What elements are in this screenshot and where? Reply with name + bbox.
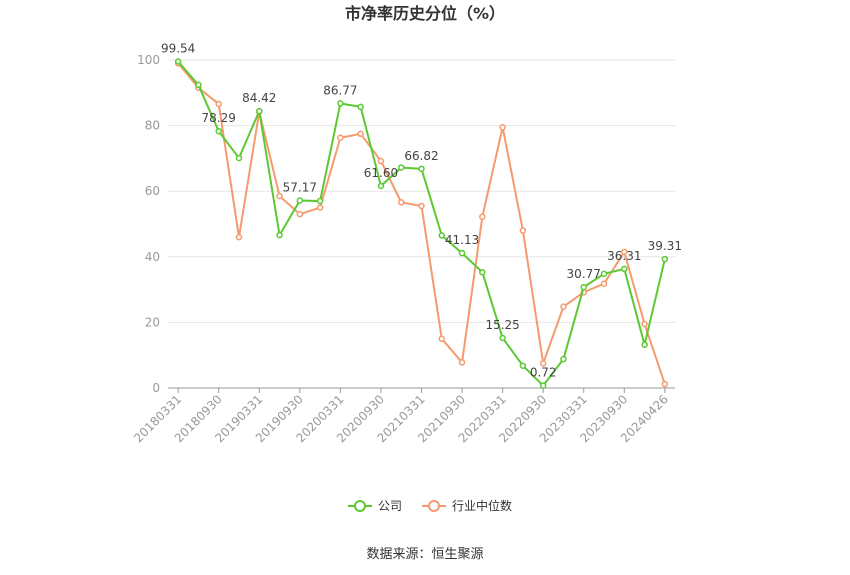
point bbox=[397, 199, 405, 206]
point bbox=[296, 210, 304, 218]
point bbox=[377, 157, 385, 165]
point bbox=[641, 320, 648, 328]
point bbox=[621, 265, 628, 273]
point bbox=[519, 362, 527, 369]
point bbox=[458, 249, 466, 257]
value-label: 57.17 bbox=[283, 180, 317, 194]
point bbox=[539, 382, 547, 389]
point bbox=[418, 202, 425, 210]
point bbox=[235, 154, 243, 162]
point bbox=[519, 227, 527, 234]
value-label: 15.25 bbox=[485, 318, 519, 332]
y-tick-label: 80 bbox=[145, 119, 160, 133]
y-tick-label: 0 bbox=[152, 381, 160, 395]
value-label: 39.31 bbox=[648, 239, 682, 253]
point bbox=[377, 182, 385, 190]
point bbox=[661, 380, 669, 388]
point bbox=[641, 341, 648, 348]
point bbox=[621, 248, 628, 256]
point bbox=[600, 280, 608, 287]
point bbox=[174, 58, 182, 65]
legend-marker bbox=[354, 500, 366, 512]
point bbox=[580, 283, 587, 291]
value-label: 86.77 bbox=[323, 83, 357, 97]
y-tick-label: 20 bbox=[145, 315, 160, 329]
point bbox=[438, 232, 446, 239]
point bbox=[357, 103, 364, 111]
point bbox=[397, 164, 405, 171]
point bbox=[539, 360, 547, 367]
point bbox=[600, 270, 608, 278]
value-label: 0.72 bbox=[530, 366, 557, 380]
point bbox=[256, 107, 263, 115]
legend-label: 公司 bbox=[378, 499, 402, 513]
source: 数据来源：恒生聚源 bbox=[366, 547, 483, 562]
point bbox=[296, 197, 304, 204]
point bbox=[316, 204, 324, 211]
point bbox=[215, 127, 222, 135]
point bbox=[438, 335, 446, 343]
series-line bbox=[177, 62, 666, 385]
point bbox=[560, 355, 567, 363]
point bbox=[499, 334, 506, 342]
point bbox=[499, 123, 506, 131]
point bbox=[195, 81, 202, 89]
point bbox=[357, 130, 364, 138]
y-tick-label: 100 bbox=[137, 53, 160, 67]
value-label: 30.77 bbox=[567, 267, 601, 281]
point bbox=[337, 134, 344, 141]
point bbox=[418, 165, 425, 173]
point bbox=[316, 197, 324, 205]
value-label: 84.42 bbox=[242, 91, 276, 105]
value-label: 61.60 bbox=[364, 166, 398, 180]
point bbox=[276, 192, 283, 200]
point bbox=[661, 255, 669, 263]
y-tick-label: 40 bbox=[145, 250, 160, 264]
point bbox=[458, 359, 466, 366]
value-label: 41.13 bbox=[445, 233, 479, 247]
value-label: 78.29 bbox=[202, 111, 236, 125]
point bbox=[560, 303, 567, 310]
legend-label: 行业中位数 bbox=[452, 498, 512, 513]
value-label: 99.54 bbox=[161, 42, 195, 56]
y-tick-label: 60 bbox=[145, 184, 160, 198]
value-label: 66.82 bbox=[404, 149, 438, 163]
chart-title: 市净率历史分位（%） bbox=[345, 4, 505, 23]
point bbox=[479, 268, 486, 276]
point bbox=[337, 100, 344, 107]
series-line bbox=[177, 60, 666, 388]
legend-marker bbox=[428, 500, 441, 512]
point bbox=[215, 100, 222, 108]
point bbox=[235, 233, 243, 241]
point bbox=[276, 231, 283, 239]
value-label: 36.31 bbox=[607, 249, 641, 263]
point bbox=[479, 213, 486, 221]
